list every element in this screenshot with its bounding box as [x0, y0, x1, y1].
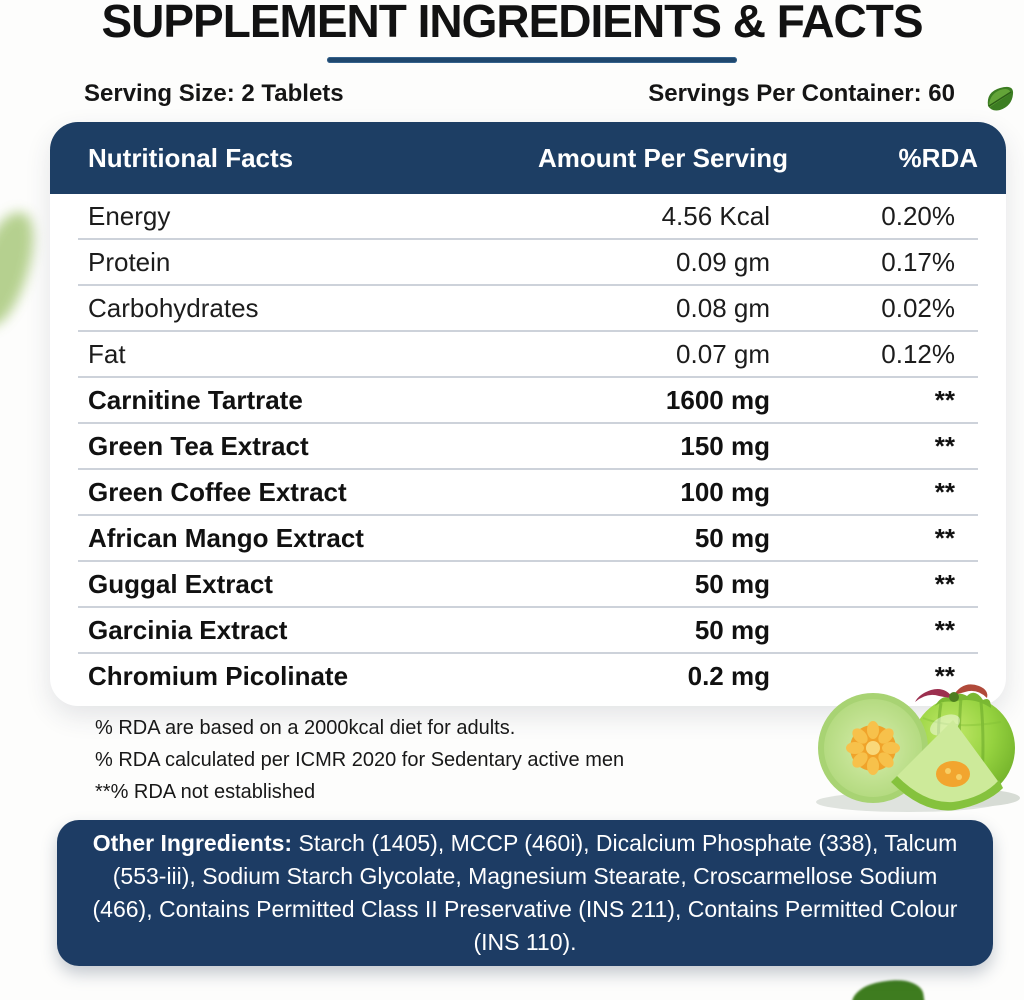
serving-size: Serving Size: 2 Tablets	[84, 80, 344, 107]
nutrient-amount: 1600 mg	[665, 384, 770, 415]
nutrient-rda: 0.12%	[881, 338, 955, 369]
nutrient-amount: 4.56 Kcal	[661, 200, 770, 231]
nutrient-name: Energy	[88, 200, 171, 231]
nutrient-rda: **	[934, 614, 955, 645]
nutrient-name: Garcinia Extract	[88, 614, 288, 645]
nutrient-name: Carbohydrates	[88, 292, 259, 323]
nutrient-rda: **	[934, 522, 955, 553]
other-ingredients-list: Starch (1405), MCCP (460i), Dicalcium Ph…	[92, 830, 958, 955]
nutrient-name: Green Coffee Extract	[88, 476, 347, 507]
nutrient-amount: 150 mg	[680, 430, 770, 461]
nutrient-name: African Mango Extract	[88, 522, 364, 553]
table-body: Energy 4.56 Kcal 0.20% Protein 0.09 gm 0…	[50, 194, 1006, 698]
leaf-icon	[0, 205, 42, 333]
table-row: Green Coffee Extract 100 mg **	[78, 470, 978, 516]
nutrient-amount: 100 mg	[680, 476, 770, 507]
table-row: Chromium Picolinate 0.2 mg **	[78, 654, 978, 698]
nutrient-rda: **	[934, 384, 955, 415]
leaf-icon	[849, 976, 927, 1000]
table-header: Nutritional Facts Amount Per Serving %RD…	[50, 122, 1006, 194]
nutrient-rda: 0.02%	[881, 292, 955, 323]
header-nutritional-facts: Nutritional Facts	[88, 142, 294, 173]
nutrition-facts-card: Nutritional Facts Amount Per Serving %RD…	[50, 122, 1006, 706]
nutrient-amount: 50 mg	[694, 522, 770, 553]
other-ingredients-box: Other Ingredients: Starch (1405), MCCP (…	[57, 820, 993, 966]
header-amount-per-serving: Amount Per Serving	[538, 142, 788, 173]
nutrient-amount: 0.07 gm	[676, 338, 770, 369]
title-underline	[327, 57, 737, 63]
nutrient-name: Green Tea Extract	[88, 430, 309, 461]
serving-info: Serving Size: 2 Tablets Servings Per Con…	[84, 80, 955, 108]
nutrient-name: Protein	[88, 246, 171, 277]
table-row: Energy 4.56 Kcal 0.20%	[78, 194, 978, 240]
other-ingredients-text: Other Ingredients: Starch (1405), MCCP (…	[91, 827, 959, 959]
nutrient-rda: **	[934, 660, 955, 691]
other-ingredients-label: Other Ingredients:	[92, 830, 293, 856]
nutrient-amount: 50 mg	[694, 614, 770, 645]
footnote-line: % RDA are based on a 2000kcal diet for a…	[95, 717, 516, 739]
nutrient-amount: 50 mg	[694, 568, 770, 599]
table-row: Protein 0.09 gm 0.17%	[78, 240, 978, 286]
header-rda: %RDA	[898, 142, 978, 173]
table-row: African Mango Extract 50 mg **	[78, 516, 978, 562]
table-row: Garcinia Extract 50 mg **	[78, 608, 978, 654]
nutrient-amount: 0.2 mg	[687, 660, 770, 691]
servings-per-container: Servings Per Container: 60	[648, 80, 955, 107]
garcinia-fruit-image	[803, 670, 1024, 815]
table-row: Green Tea Extract 150 mg **	[78, 424, 978, 470]
nutrient-rda: **	[934, 568, 955, 599]
nutrient-rda: 0.17%	[881, 246, 955, 277]
page-title: SUPPLEMENT INGREDIENTS & FACTS	[101, 0, 923, 47]
rda-footnotes: % RDA are based on a 2000kcal diet for a…	[95, 712, 624, 808]
nutrient-name: Carnitine Tartrate	[88, 384, 303, 415]
table-row: Carnitine Tartrate 1600 mg **	[78, 378, 978, 424]
nutrient-rda: **	[934, 430, 955, 461]
nutrient-name: Chromium Picolinate	[88, 660, 349, 691]
table-row: Carbohydrates 0.08 gm 0.02%	[78, 286, 978, 332]
leaf-icon	[984, 84, 1016, 116]
nutrient-amount: 0.09 gm	[676, 246, 770, 277]
table-row: Guggal Extract 50 mg **	[78, 562, 978, 608]
nutrient-rda: 0.20%	[881, 200, 955, 231]
footnote-line: **% RDA not established	[95, 781, 316, 803]
table-row: Fat 0.07 gm 0.12%	[78, 332, 978, 378]
nutrient-amount: 0.08 gm	[676, 292, 770, 323]
nutrient-name: Guggal Extract	[88, 568, 273, 599]
nutrient-name: Fat	[88, 338, 126, 369]
footnote-line: % RDA calculated per ICMR 2020 for Seden…	[95, 749, 625, 771]
nutrient-rda: **	[934, 476, 955, 507]
